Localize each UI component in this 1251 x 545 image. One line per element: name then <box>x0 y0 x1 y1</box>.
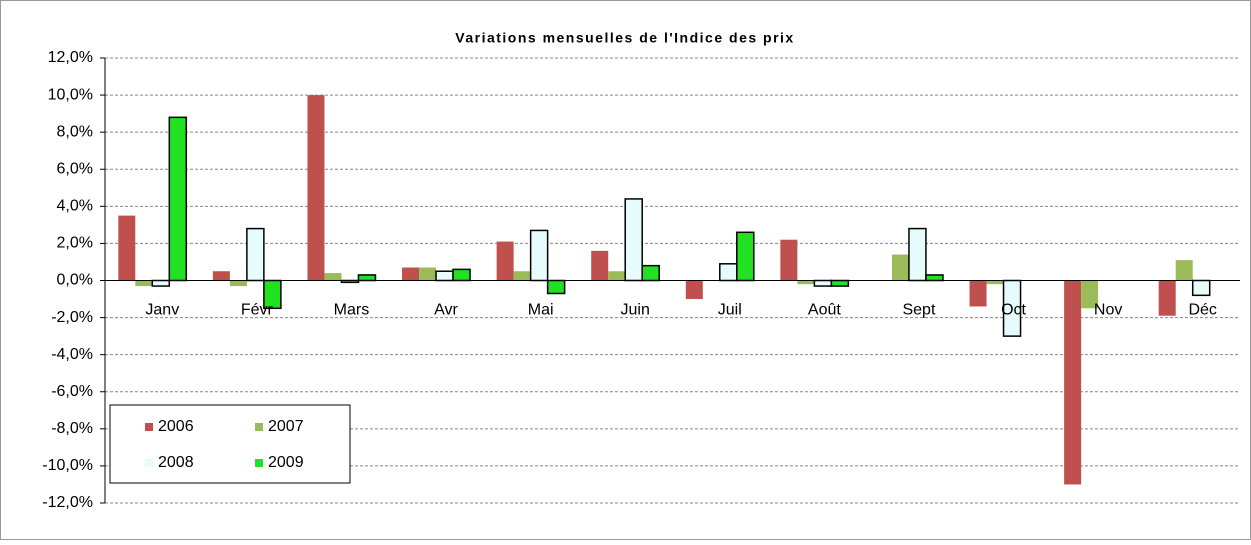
bar <box>452 268 471 282</box>
y-tick-label: 12,0% <box>48 49 93 66</box>
y-tick-label: -2,0% <box>51 309 93 326</box>
bar <box>969 280 987 307</box>
x-tick-label: Août <box>808 302 841 319</box>
bar <box>891 254 909 281</box>
bar <box>1191 279 1211 297</box>
legend-label: 2008 <box>158 454 194 471</box>
chart-title: Variations mensuelles de l'Indice des pr… <box>455 30 794 46</box>
bar <box>513 271 531 281</box>
y-tick-label: -8,0% <box>51 420 93 437</box>
bar <box>135 280 153 287</box>
y-tick-label: -12,0% <box>42 494 93 511</box>
x-tick-label: Janv <box>145 302 179 319</box>
x-tick-label: Mai <box>528 302 554 319</box>
bar <box>229 280 247 287</box>
y-tick-label: 0,0% <box>57 272 93 289</box>
legend-swatch <box>145 423 153 431</box>
x-tick-label: Oct <box>1001 302 1026 319</box>
bar <box>435 270 454 282</box>
legend-swatch <box>255 459 263 467</box>
bar <box>212 271 230 281</box>
y-tick-label: 6,0% <box>57 160 93 177</box>
bar <box>624 198 643 282</box>
bar <box>719 263 738 282</box>
legend-label: 2009 <box>268 454 304 471</box>
y-tick-label: -10,0% <box>42 457 93 474</box>
bar <box>1158 280 1176 316</box>
bar <box>307 95 325 281</box>
x-tick-label: Sept <box>902 302 935 319</box>
x-tick-label: Avr <box>434 302 458 319</box>
bar <box>813 279 833 287</box>
bar <box>1064 280 1082 485</box>
legend-swatch <box>255 423 263 431</box>
bar <box>324 273 342 281</box>
y-tick-label: -6,0% <box>51 383 93 400</box>
y-tick-label: 2,0% <box>57 235 93 252</box>
x-tick-label: Déc <box>1188 302 1216 319</box>
x-tick-label: Juin <box>621 302 650 319</box>
bar <box>529 229 549 282</box>
bar <box>246 227 265 282</box>
legend-label: 2007 <box>268 418 304 435</box>
legend-box <box>109 404 351 484</box>
bar <box>118 215 136 281</box>
bar <box>925 274 944 282</box>
bar <box>496 241 514 281</box>
bar <box>780 239 798 281</box>
y-tick-label: 4,0% <box>57 198 93 215</box>
bar <box>736 231 755 282</box>
bar <box>1081 280 1099 309</box>
y-tick-label: 8,0% <box>57 123 93 140</box>
bar <box>151 279 171 287</box>
bar <box>402 267 420 281</box>
bar <box>357 274 377 282</box>
bar <box>1175 260 1193 281</box>
bar <box>168 116 188 282</box>
bar <box>986 280 1004 285</box>
bar <box>608 271 626 281</box>
bar <box>591 250 609 281</box>
bar <box>419 267 437 281</box>
y-tick-label: -4,0% <box>51 346 93 363</box>
bar <box>797 280 815 285</box>
x-tick-label: Juil <box>718 302 742 319</box>
x-tick-label: Févr <box>241 302 274 319</box>
bar <box>908 227 927 282</box>
bar <box>546 279 566 295</box>
legend-label: 2006 <box>158 418 194 435</box>
x-tick-label: Mars <box>334 302 370 319</box>
bar <box>685 280 703 300</box>
y-tick-label: 10,0% <box>48 86 93 103</box>
x-tick-label: Nov <box>1094 302 1122 319</box>
legend-swatch <box>145 459 153 467</box>
bar <box>641 264 660 282</box>
bar <box>830 279 850 287</box>
